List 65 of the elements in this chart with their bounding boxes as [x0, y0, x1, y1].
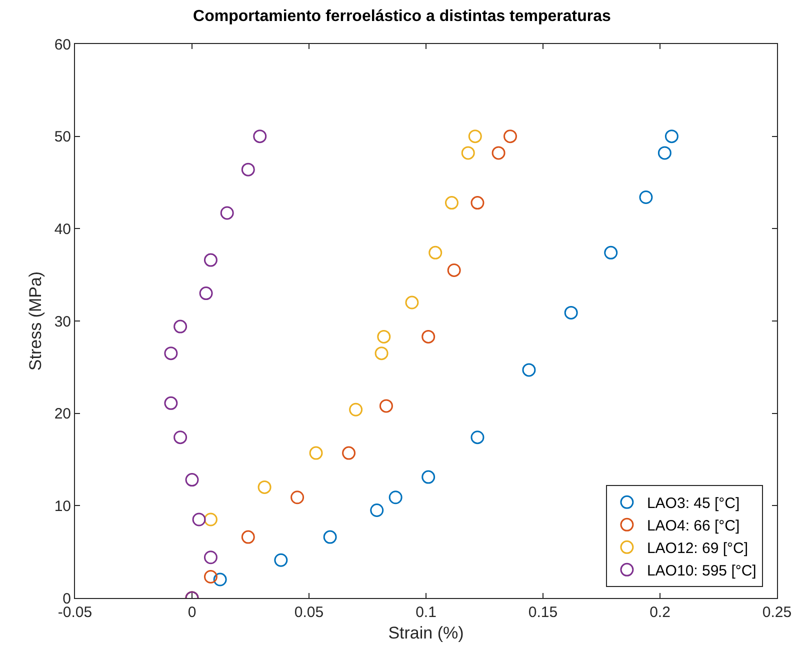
y-tick-label: 30 — [54, 313, 71, 330]
point — [241, 162, 255, 176]
point — [377, 330, 391, 344]
point — [213, 572, 227, 586]
point — [192, 512, 206, 526]
point — [374, 346, 388, 360]
y-tick-label: 40 — [54, 220, 71, 238]
point — [405, 296, 419, 310]
point — [274, 553, 288, 567]
chart-title: Comportamiento ferroelástico a distintas temperaturas — [193, 8, 612, 26]
x-tick-label: 0.1 — [416, 604, 436, 621]
point — [428, 246, 442, 260]
point — [323, 530, 337, 544]
point — [422, 330, 436, 344]
point — [664, 130, 678, 144]
y-tick-label: 20 — [54, 406, 71, 423]
point — [174, 320, 188, 334]
legend-label: LAO10: 595 [°C] — [646, 562, 756, 580]
point — [253, 130, 267, 144]
point — [522, 363, 536, 377]
point — [290, 490, 304, 504]
y-axis-title: Stress (MPa) — [26, 271, 45, 371]
x-tick-label: 0.25 — [762, 604, 792, 621]
point — [447, 263, 461, 277]
point — [422, 470, 436, 484]
point — [220, 206, 234, 220]
point — [204, 550, 218, 564]
legend-label: LAO4: 66 [°C] — [646, 518, 740, 535]
point — [470, 196, 484, 210]
legend-label: LAO12: 69 [°C] — [646, 540, 748, 558]
y-tick-label: 10 — [54, 498, 71, 515]
x-axis-title: Strain (%) — [388, 623, 464, 642]
point — [370, 504, 384, 518]
point — [468, 130, 482, 144]
point — [258, 480, 272, 494]
point — [241, 530, 255, 544]
point — [164, 346, 178, 360]
point — [199, 286, 213, 300]
point — [444, 196, 458, 210]
point — [470, 430, 484, 444]
point — [164, 396, 178, 410]
point — [185, 473, 199, 487]
x-tick-label: 0.05 — [294, 604, 324, 621]
x-tick-label: 0 — [188, 604, 196, 621]
point — [492, 146, 506, 160]
point — [204, 512, 218, 526]
y-tick-label: 50 — [54, 128, 71, 146]
point — [349, 402, 363, 416]
point — [461, 146, 475, 160]
point — [503, 130, 517, 144]
point — [309, 446, 323, 460]
point — [342, 446, 356, 460]
point — [658, 146, 672, 160]
point — [639, 190, 653, 204]
x-tick-label: 0.2 — [650, 604, 670, 621]
point — [604, 246, 618, 260]
point — [204, 570, 218, 584]
point — [564, 306, 578, 320]
point — [204, 253, 218, 267]
point — [174, 430, 188, 444]
x-tick-label: 0.15 — [528, 604, 558, 621]
y-tick-label: 60 — [54, 36, 71, 54]
point — [388, 490, 402, 504]
point — [379, 399, 393, 413]
legend-label: LAO3: 45 [°C] — [646, 495, 740, 512]
